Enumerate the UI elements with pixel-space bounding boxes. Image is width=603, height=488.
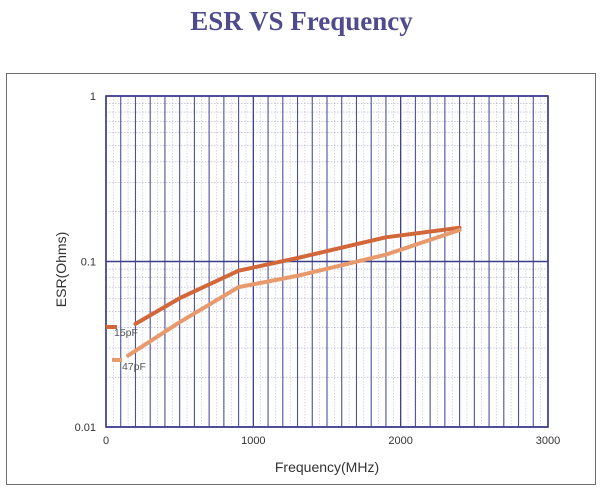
plot-area: [105, 95, 549, 428]
y-tick-label: 0.1: [81, 257, 96, 269]
legend-label: 15pF: [114, 327, 138, 339]
chart-title: ESR VS Frequency: [190, 6, 413, 36]
chart-frame: [6, 73, 596, 485]
x-tick-label: 3000: [536, 435, 560, 447]
tick-labels: 0 1000 2000 3000 0.01 0.1 1: [75, 91, 561, 447]
legend-label: 47pF: [122, 361, 146, 373]
x-tick-label: 0: [103, 435, 109, 447]
x-axis-label: Frequency(MHz): [275, 459, 379, 475]
series-group: [126, 225, 462, 358]
x-tick-label: 2000: [388, 435, 412, 447]
series-line-15pF: [133, 225, 462, 326]
y-axis-label: ESR(Ohms): [53, 232, 69, 307]
y-tick-label: 1: [90, 91, 96, 103]
axes: [105, 95, 549, 428]
y-tick-label: 0.01: [75, 422, 96, 434]
x-tick-label: 1000: [241, 435, 265, 447]
series-line-47pF: [126, 228, 462, 358]
grid: [105, 95, 549, 428]
legend: 15pF 47pF: [106, 325, 146, 373]
